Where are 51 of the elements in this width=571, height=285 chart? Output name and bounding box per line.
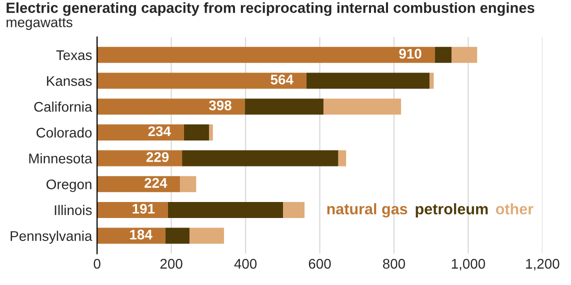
bar	[452, 46, 478, 63]
bar	[209, 124, 213, 140]
y-tick-label: Colorado	[36, 127, 92, 138]
bar	[283, 202, 305, 218]
y-tick-label: Oregon	[46, 179, 92, 192]
x-tick-label: 800	[383, 258, 406, 269]
bar	[97, 150, 182, 166]
bar	[434, 46, 452, 63]
x-tick-label: 1,200	[526, 258, 560, 270]
bar	[97, 228, 166, 244]
bar	[184, 124, 210, 140]
bar	[306, 72, 430, 89]
text: other	[496, 203, 534, 214]
data-label: 910	[399, 48, 422, 59]
y-tick-label: Minnesota	[29, 153, 92, 164]
bar	[97, 46, 435, 63]
bar	[189, 228, 224, 244]
y-tick-label: Kansas	[47, 76, 92, 86]
x-tick-label: 200	[160, 258, 182, 269]
bar	[165, 228, 190, 244]
x-tick-label: 600	[308, 258, 331, 269]
bar	[168, 202, 284, 218]
x-tick-label: 400	[234, 258, 257, 269]
bar	[97, 124, 184, 140]
y-tick-label: California	[34, 102, 92, 112]
data-label: 398	[208, 100, 232, 110]
data-label: 229	[146, 152, 169, 162]
bar	[97, 176, 180, 192]
bar	[430, 72, 434, 89]
text: petroleum	[416, 203, 488, 218]
y-tick-label: Texas	[56, 50, 92, 60]
chart-subtitle: megawatts	[6, 18, 72, 30]
bar	[182, 150, 338, 166]
data-label: 184	[130, 230, 152, 240]
data-label: 224	[144, 178, 168, 188]
data-label: 234	[148, 126, 171, 136]
bar	[338, 150, 346, 166]
x-tick-label: 1,000	[452, 258, 486, 270]
bar	[97, 98, 245, 115]
data-label: 191	[132, 204, 155, 214]
bar	[244, 98, 324, 115]
bar	[323, 98, 402, 115]
y-tick-label: Illinois	[54, 204, 92, 216]
bar	[97, 202, 168, 218]
data-label: 564	[270, 74, 294, 84]
text: natural gas	[327, 203, 408, 218]
bar	[97, 72, 306, 89]
x-tick-label: 0	[94, 258, 100, 269]
chart-title: Electric generating capacity from reciprocating internal combustion engines	[6, 2, 534, 16]
y-tick-label: Pennsylvania	[10, 230, 92, 244]
bar	[180, 176, 196, 192]
